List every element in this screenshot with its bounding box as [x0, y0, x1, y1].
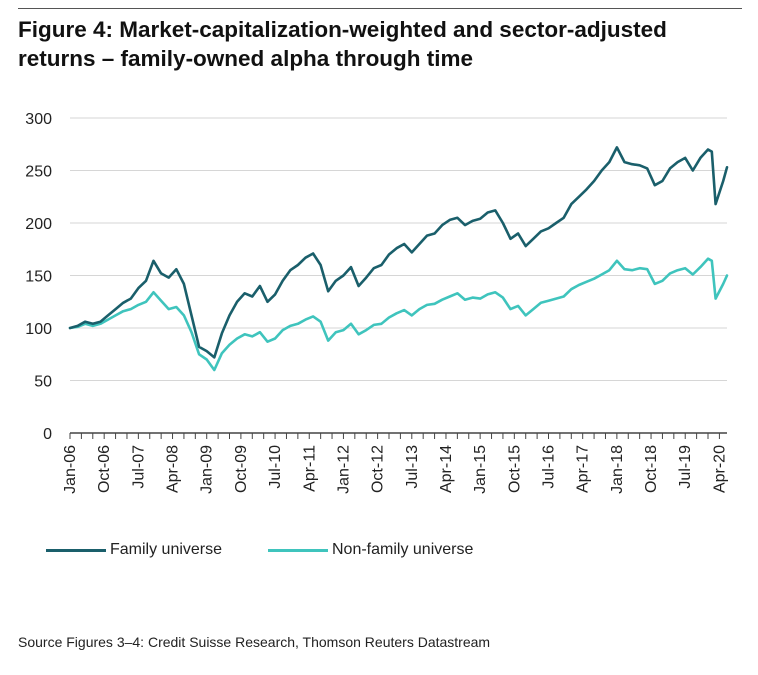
legend-swatch-family	[46, 548, 106, 552]
legend-label-family: Family universe	[110, 541, 223, 558]
y-tick-label: 200	[25, 216, 52, 233]
legend-item-nonfamily: Non-family universe	[268, 541, 473, 559]
x-tick-label: Jul-07	[130, 445, 147, 489]
page-title: Figure 4: Market-capitalization-weighted…	[18, 15, 748, 73]
y-tick-label: 150	[25, 269, 52, 286]
source-note: Source Figures 3–4: Credit Suisse Resear…	[18, 634, 491, 650]
y-tick-label: 100	[25, 321, 52, 338]
x-tick-label: Jul-10	[267, 445, 284, 489]
x-tick-label: Jan-12	[335, 445, 352, 494]
x-tick-label: Oct-06	[96, 445, 113, 493]
x-tick-label: Apr-08	[165, 445, 182, 493]
x-tick-label: Jan-06	[62, 445, 79, 494]
x-tick-label: Jan-09	[199, 445, 216, 494]
legend-swatch-nonfamily	[268, 548, 328, 552]
y-tick-label: 0	[43, 426, 52, 443]
legend-label-nonfamily: Non-family universe	[332, 541, 474, 558]
y-tick-label: 250	[25, 164, 52, 181]
line-chart: 0 50 100 150 200 250 300 Jan-06 Oct-06 Jul-07 Apr-…	[25, 111, 729, 494]
series-line-family	[68, 146, 729, 359]
x-tick-label: Apr-20	[711, 445, 728, 493]
x-tick-label: Oct-12	[370, 445, 387, 493]
x-tick-label: Jul-19	[677, 445, 694, 489]
x-tick-label: Jan-15	[472, 445, 489, 494]
x-tick-label: Oct-09	[233, 445, 250, 493]
x-tick-label: Oct-18	[643, 445, 660, 493]
series-line-nonfamily	[68, 257, 729, 372]
top-rule	[18, 8, 742, 9]
title-line-2: returns – family-owned alpha through tim…	[18, 46, 474, 71]
x-tick-label: Oct-15	[506, 445, 523, 493]
x-tick-label: Jul-16	[541, 445, 558, 489]
legend-item-family: Family universe	[46, 541, 222, 559]
title-line-1: Figure 4: Market-capitalization-weighted…	[18, 17, 667, 42]
y-tick-label: 300	[25, 111, 52, 128]
x-tick-label: Jan-18	[609, 445, 626, 494]
x-tick-label: Apr-14	[438, 445, 455, 493]
x-tick-label: Jul-13	[404, 445, 421, 489]
x-tick-label: Apr-11	[301, 445, 318, 492]
y-tick-label: 50	[34, 374, 52, 391]
x-tick-label: Apr-17	[575, 445, 592, 493]
